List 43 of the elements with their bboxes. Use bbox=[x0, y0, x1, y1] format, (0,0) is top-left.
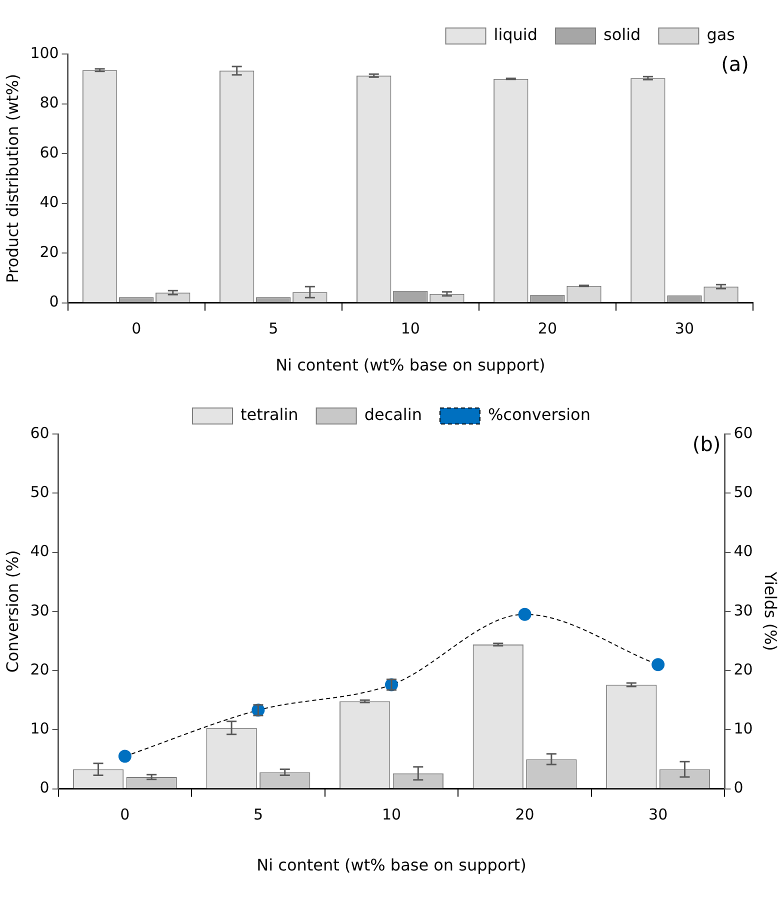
legend-label: %conversion bbox=[488, 405, 590, 424]
y-tick-label: 40 bbox=[30, 542, 50, 560]
y-tick-label: 80 bbox=[40, 94, 59, 112]
legend-label: liquid bbox=[494, 25, 538, 44]
x-axis-title: Ni content (wt% base on support) bbox=[256, 856, 526, 875]
y2-tick-label: 0 bbox=[734, 778, 744, 797]
y-tick-label: 50 bbox=[30, 483, 50, 502]
y-tick-label: 100 bbox=[30, 44, 59, 62]
y2-tick-label: 40 bbox=[734, 542, 753, 560]
annotation: (b) bbox=[692, 432, 721, 456]
x-tick-label: 30 bbox=[648, 806, 668, 824]
y-axis-title: Conversion (%) bbox=[2, 550, 22, 673]
y-tick-label: 10 bbox=[30, 720, 50, 738]
x-tick-label: 20 bbox=[515, 806, 534, 824]
x-tick-label: 5 bbox=[253, 806, 263, 824]
x-tick-label: 0 bbox=[120, 806, 130, 824]
legend-label: gas bbox=[706, 25, 735, 44]
x-tick-label: 0 bbox=[132, 320, 142, 338]
y-tick-label: 20 bbox=[30, 660, 50, 678]
y-tick-label: 20 bbox=[40, 242, 59, 261]
y2-tick-label: 60 bbox=[734, 424, 753, 442]
x-tick-label: 20 bbox=[538, 320, 557, 338]
legend-label: tetralin bbox=[240, 405, 298, 424]
y-tick-label: 60 bbox=[30, 424, 50, 442]
y-tick-label: 30 bbox=[30, 601, 50, 620]
y-axis-title: Product distribution (wt%) bbox=[2, 74, 22, 283]
legend-label: decalin bbox=[364, 405, 422, 424]
x-tick-label: 10 bbox=[400, 320, 420, 338]
legend-label: solid bbox=[604, 25, 641, 44]
y2-axis-title: Yields (%) bbox=[761, 570, 780, 651]
x-axis-title: Ni content (wt% base on support) bbox=[276, 356, 546, 375]
x-tick-label: 5 bbox=[268, 320, 278, 338]
x-tick-label: 10 bbox=[382, 806, 402, 824]
y2-tick-label: 10 bbox=[734, 720, 753, 738]
annotation: (a) bbox=[721, 52, 749, 76]
y2-tick-label: 50 bbox=[734, 483, 753, 502]
y-tick-label: 40 bbox=[40, 193, 59, 212]
y-tick-label: 60 bbox=[40, 143, 59, 162]
y2-tick-label: 30 bbox=[734, 601, 753, 620]
y2-tick-label: 20 bbox=[734, 660, 753, 678]
y-tick-label: 0 bbox=[49, 292, 59, 311]
y-tick-label: 0 bbox=[40, 778, 50, 797]
x-tick-label: 30 bbox=[674, 320, 694, 338]
